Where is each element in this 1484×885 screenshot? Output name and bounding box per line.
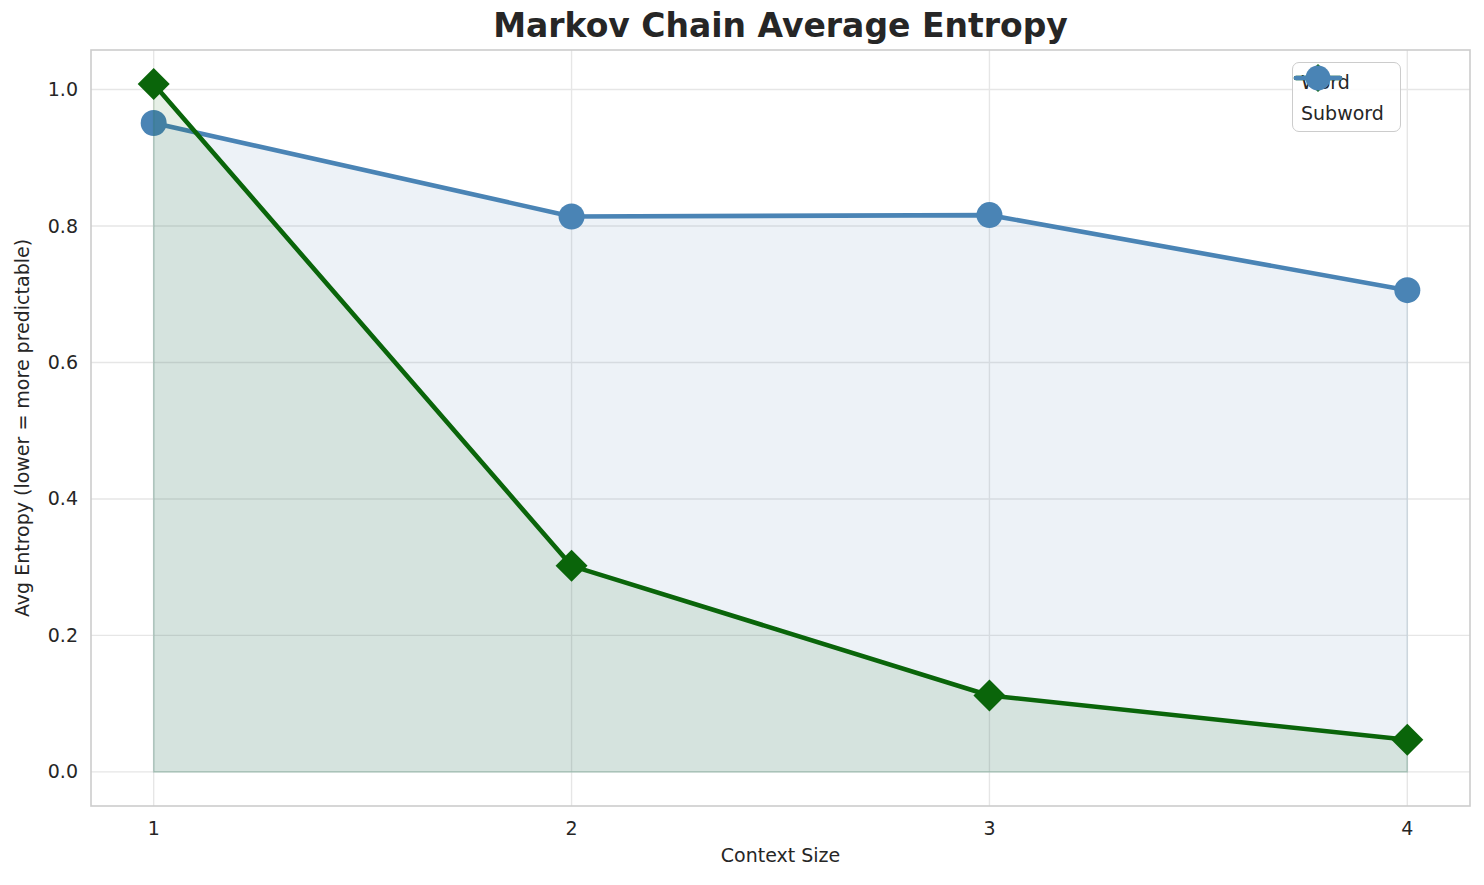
y-tick-label: 0.0 [48, 760, 78, 782]
plot-area: 1 2 3 4 0.0 0.2 0.4 0.6 0.8 1.0 [0, 0, 1484, 885]
y-tick-label: 0.2 [48, 624, 78, 646]
y-tick-label: 0.4 [48, 487, 78, 509]
figure: Markov Chain Average Entropy Avg Entropy… [0, 0, 1484, 885]
legend-label-subword: Subword [1301, 102, 1384, 124]
x-tick-label: 2 [566, 817, 578, 839]
circle-marker-subword [559, 203, 585, 229]
x-tick-label: 3 [983, 817, 995, 839]
x-tick-label: 1 [148, 817, 160, 839]
legend-item-subword: Subword [1301, 97, 1384, 128]
x-axis-label: Context Size [91, 844, 1470, 866]
circle-marker-subword [976, 202, 1002, 228]
y-tick-label: 0.6 [48, 351, 78, 373]
x-tick-label: 4 [1401, 817, 1413, 839]
y-tick-label: 0.8 [48, 215, 78, 237]
circle-marker-subword [1394, 277, 1420, 303]
circle-legend-marker-icon [1293, 63, 1343, 93]
legend: WordSubword [1292, 62, 1401, 132]
y-tick-label: 1.0 [48, 78, 78, 100]
